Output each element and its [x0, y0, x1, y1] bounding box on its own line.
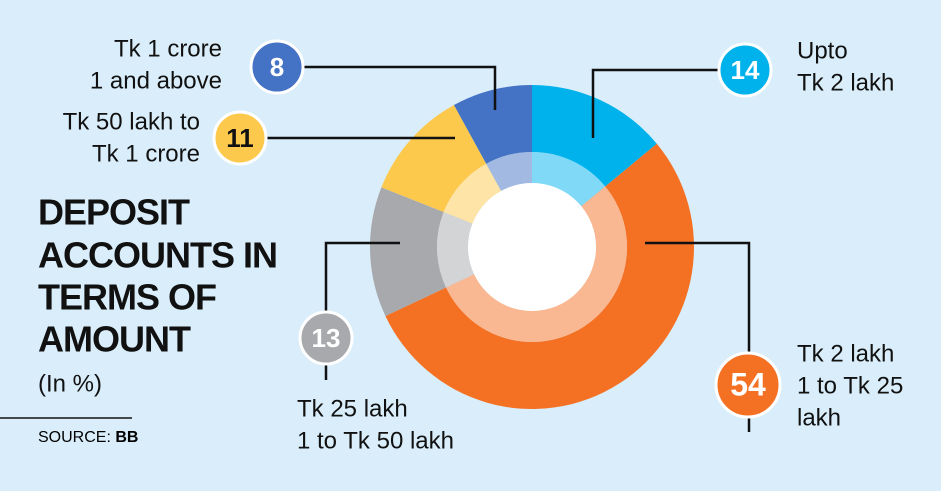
value-label: 8 [270, 52, 284, 82]
category-label: Tk 1 crore [114, 35, 222, 62]
chart-title: DEPOSIT [38, 192, 190, 233]
category-label: lakh [797, 404, 841, 431]
category-label: 1 to Tk 50 lakh [297, 427, 454, 454]
value-badge [714, 351, 782, 419]
slice-inner-tint [446, 186, 627, 343]
source-label: SOURCE: [38, 429, 111, 446]
chart-title: TERMS OF [38, 277, 216, 318]
category-label: Upto [797, 37, 848, 64]
value-label: 13 [312, 323, 341, 353]
slice-inner-tint [486, 152, 532, 191]
slice [385, 143, 694, 410]
value-label: 11 [226, 123, 254, 153]
slice-inner-tint [436, 212, 475, 288]
category-label: Tk 1 crore [92, 140, 200, 167]
chart-title: AMOUNT [38, 319, 191, 360]
source: SOURCE: BB [38, 429, 138, 446]
source-value: BB [115, 429, 138, 446]
slice [369, 187, 447, 316]
value-badge [298, 310, 354, 366]
category-label: Tk 25 lakh [297, 395, 408, 422]
slice [381, 105, 487, 213]
value-badge [717, 42, 773, 98]
leader-line [324, 241, 400, 312]
leader-line [645, 241, 751, 353]
value-label: 54 [730, 366, 766, 402]
category-label: 1 and above [90, 67, 222, 94]
subtitle: (In %) [38, 370, 102, 397]
category-label: 1 to Tk 25 [797, 372, 903, 399]
category-label: Tk 2 lakh [797, 69, 894, 96]
slice [453, 85, 532, 164]
leader-line [591, 68, 719, 138]
value-badge [249, 39, 305, 95]
slice [532, 85, 657, 187]
slice-inner-tint [532, 152, 606, 207]
category-label: Tk 2 lakh [797, 340, 894, 367]
leader-line [303, 65, 497, 110]
value-label: 14 [731, 55, 760, 85]
category-label: Tk 50 lakh to [63, 108, 200, 135]
value-badge [212, 110, 268, 166]
slice-inner-tint [443, 163, 502, 224]
donut-hole [468, 183, 596, 311]
chart-title: ACCOUNTS IN [38, 235, 277, 276]
